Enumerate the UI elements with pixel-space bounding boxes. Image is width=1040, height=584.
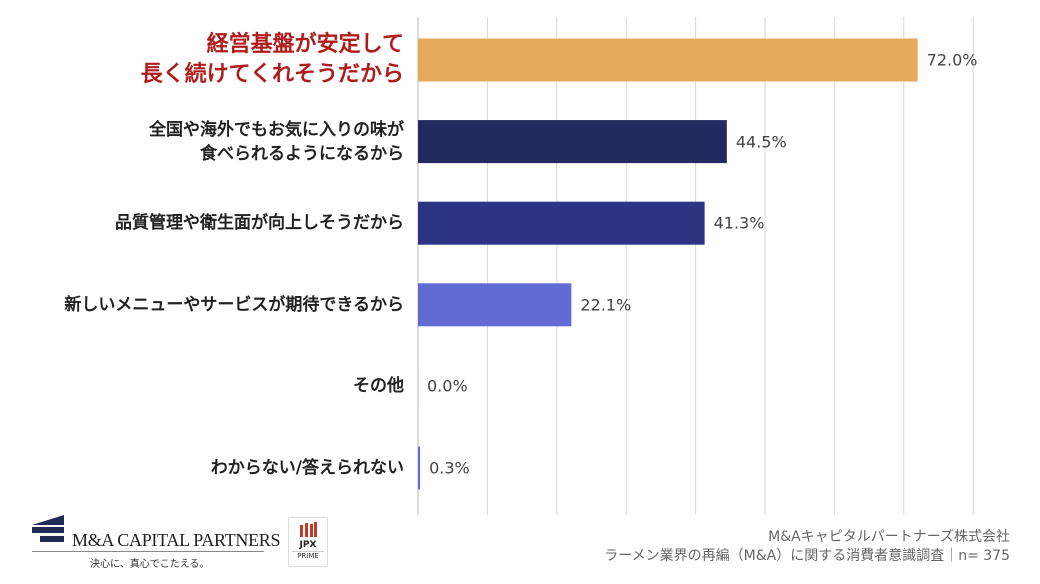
category-label: 全国や海外でもお気に入りの味が 食べられるようになるから: [149, 119, 404, 164]
data-label: 22.1%: [580, 295, 632, 315]
category-label: 新しいメニューやサービスが期待できるから: [64, 294, 404, 315]
jpx-sub-text: PRIME: [292, 551, 324, 560]
bar: [418, 283, 572, 327]
bar: [418, 120, 727, 164]
bar-chart: [417, 17, 974, 515]
category-label: 経営基盤が安定して 長く続けてくれそうだから: [140, 32, 404, 87]
data-label: 72.0%: [926, 50, 978, 70]
source-survey: ラーメン業界の再編（M&A）に関する消費者意識調査｜n= 375: [604, 548, 1010, 564]
bar: [418, 38, 918, 82]
source-company: M&Aキャピタルパートナーズ株式会社: [768, 529, 1010, 545]
bar: [418, 201, 705, 245]
data-label: 0.3%: [429, 458, 470, 478]
data-label: 41.3%: [713, 213, 765, 233]
bar: [418, 446, 421, 490]
category-label: わからない/答えられない: [210, 458, 404, 478]
data-label: 44.5%: [735, 132, 787, 152]
company-logo-text: M&A CAPITAL PARTNERS: [72, 530, 281, 550]
jpx-text: JPX: [299, 540, 317, 550]
category-label: 品質管理や衛生面が向上しそうだから: [115, 213, 404, 234]
logo-mark-icon: [32, 515, 64, 542]
category-label: その他: [353, 376, 404, 397]
company-logo: M&A CAPITAL PARTNERS 決心に、真心でこたえる。: [32, 513, 281, 573]
company-tagline: 決心に、真心でこたえる。: [90, 559, 210, 570]
data-label: 0.0%: [427, 376, 468, 396]
jpx-prime-logo: JPX PRIME: [288, 517, 328, 567]
jpx-mark-icon: [300, 522, 317, 537]
